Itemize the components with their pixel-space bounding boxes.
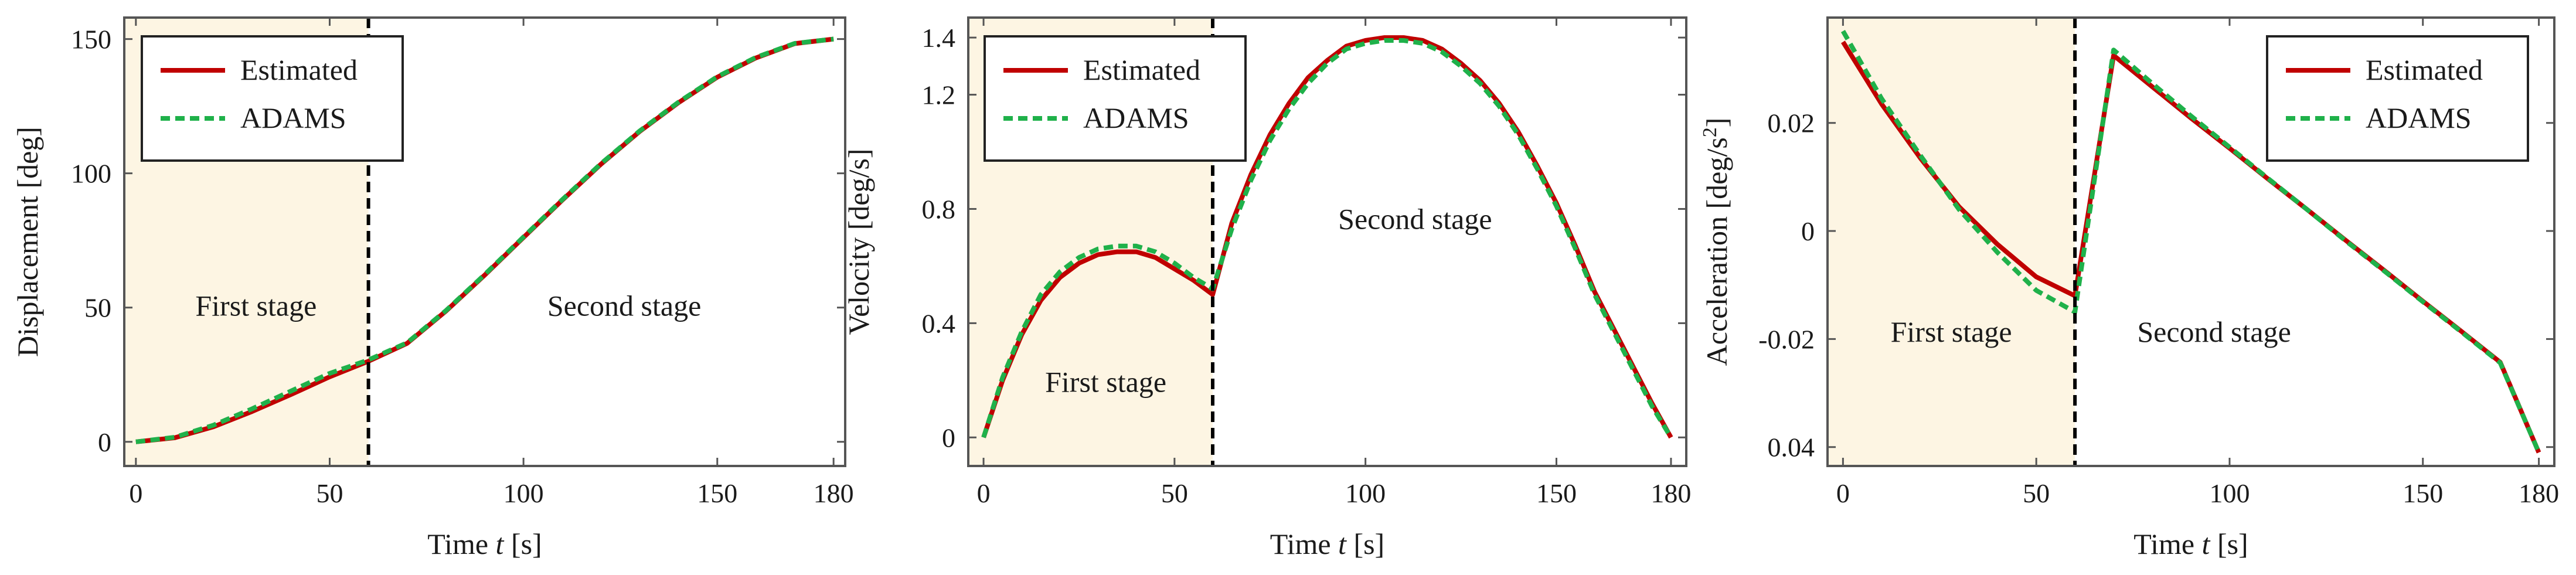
x-axis-title-variable: t: [1338, 528, 1347, 560]
chart-panel-3: 0 50 100 150 180 0.02 0 -0.02 0.04 Time t [s] Acce…: [1699, 16, 2559, 560]
y-tick-label: 1.2: [922, 80, 956, 110]
y-tick-label: 0: [1801, 216, 1815, 246]
series-line-adams: [135, 36, 834, 444]
y-tick-label: 0.02: [1768, 108, 1815, 138]
x-axis-title: Time t [s]: [2133, 528, 2248, 560]
y-axis-title-main: Acceleration [deg/s: [1700, 137, 1733, 366]
first-stage-label: First stage: [1045, 365, 1166, 398]
legend-box: [2266, 35, 2529, 162]
y-tick-label: 150: [71, 25, 111, 55]
legend-box: [141, 35, 404, 162]
x-tick-label: 50: [2023, 478, 2050, 508]
y-tick-label: 0.4: [922, 308, 956, 338]
x-tick-label: 100: [503, 478, 544, 508]
legend: Estimated ADAMS: [984, 35, 1247, 162]
chart-panel-2: 0 50 100 150 180 0 0.4 0.8 1.2 1.4 Time t [s] Veloc…: [842, 16, 1691, 560]
series-line-adams: [981, 38, 1673, 439]
x-tick-label: 150: [697, 478, 737, 508]
y-axis-title: Displacement [deg]: [11, 127, 44, 357]
x-axis-title-variable: t: [2202, 528, 2211, 560]
legend-label-adams: ADAMS: [1083, 101, 1189, 134]
x-tick-label: 180: [814, 478, 854, 508]
y-tick-label: 50: [84, 293, 111, 323]
x-tick-label: 180: [2519, 478, 2559, 508]
legend-label-estimated: Estimated: [240, 53, 358, 86]
legend: Estimated ADAMS: [141, 35, 404, 162]
x-axis-title: Time t [s]: [1270, 528, 1384, 560]
first-stage-label: First stage: [1891, 315, 2012, 348]
first-stage-region: [1828, 18, 2075, 466]
x-axis-title: Time t [s]: [427, 528, 542, 560]
second-stage-label: Second stage: [2137, 315, 2291, 348]
x-tick-label: 150: [1536, 478, 1577, 508]
y-tick-label: 0.8: [922, 194, 956, 224]
second-stage-label: Second stage: [1338, 203, 1492, 236]
legend-label-estimated: Estimated: [1083, 53, 1200, 86]
plot-frame: [967, 16, 1687, 467]
y-tick-label: 100: [71, 159, 111, 189]
legend-label-estimated: Estimated: [2366, 53, 2483, 86]
series-line-estimated: [135, 36, 834, 444]
y-tick-label: 0.04: [1768, 433, 1815, 462]
x-axis-title-unit: [s]: [2210, 528, 2248, 560]
x-tick-label: 180: [1651, 478, 1691, 508]
y-axis-title-superscript: 2: [1699, 127, 1721, 137]
x-tick-label: 100: [1345, 478, 1386, 508]
second-stage-label: Second stage: [547, 289, 701, 322]
plot-frame: [1826, 16, 2555, 467]
plot-frame: [123, 16, 846, 467]
x-axis-title-prefix: Time: [1270, 528, 1338, 560]
x-axis-title-unit: [s]: [1346, 528, 1384, 560]
x-axis-title-variable: t: [496, 528, 505, 560]
y-tick-label: -0.02: [1758, 324, 1815, 354]
legend-label-adams: ADAMS: [2366, 101, 2472, 134]
x-axis-title-prefix: Time: [427, 528, 495, 560]
x-tick-label: 0: [129, 478, 142, 508]
x-axis-title-prefix: Time: [2133, 528, 2201, 560]
y-tick-label: 0: [942, 423, 955, 452]
legend-box: [984, 35, 1247, 162]
y-axis-title: Acceleration [deg/s2]: [1699, 118, 1733, 366]
x-tick-label: 150: [2403, 478, 2443, 508]
legend-label-adams: ADAMS: [240, 101, 346, 134]
x-tick-label: 50: [316, 478, 343, 508]
series-line-adams: [1840, 30, 2541, 454]
x-tick-label: 100: [2209, 478, 2250, 508]
chart-panel-1: 0 50 100 150 180 0 50 100 150 Time t [s] Displacem…: [11, 16, 854, 560]
first-stage-label: First stage: [195, 289, 317, 322]
x-axis-title-unit: [s]: [503, 528, 542, 560]
x-tick-label: 0: [977, 478, 991, 508]
y-tick-label: 1.4: [922, 23, 956, 53]
y-tick-label: 0: [98, 427, 111, 457]
x-tick-label: 50: [1161, 478, 1188, 508]
legend: Estimated ADAMS: [2266, 35, 2529, 162]
x-tick-label: 0: [1836, 478, 1850, 508]
y-axis-title-end: ]: [1700, 118, 1733, 128]
y-axis-title: Velocity [deg/s]: [842, 149, 875, 335]
